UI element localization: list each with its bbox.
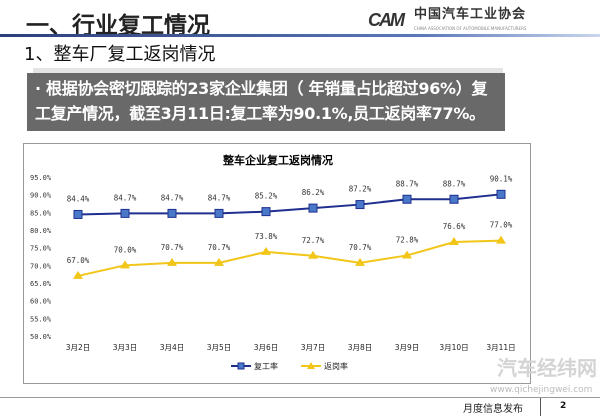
watermark-url: www.qichejingwei.com — [490, 385, 593, 395]
y-tick-label: 60.0% — [30, 298, 52, 306]
data-label: 90.1% — [490, 174, 513, 183]
y-tick-label: 75.0% — [30, 245, 52, 253]
y-tick-label: 90.0% — [30, 192, 52, 200]
y-tick-label: 70.0% — [30, 262, 52, 270]
logo-text: 中国汽车工业协会 — [414, 7, 527, 22]
data-label: 84.7% — [161, 193, 184, 202]
x-tick-label: 3月8日 — [348, 343, 373, 352]
data-point-square — [167, 208, 177, 218]
data-label: 88.7% — [396, 179, 419, 188]
x-tick-label: 3月10日 — [439, 343, 468, 352]
footer-label: 月度信息发布 — [463, 404, 523, 415]
data-point-triangle — [402, 250, 412, 259]
data-point-triangle — [496, 235, 506, 244]
data-point-square — [496, 189, 506, 199]
chart-container: 整车企业复工返岗情况 50.0% 55.0% 60.0% 65.0% 70.0% 75.0%… — [23, 143, 531, 384]
footer-separator — [540, 398, 541, 416]
y-tick-label: 85.0% — [30, 209, 52, 217]
y-tick-label: 50.0% — [30, 333, 52, 341]
y-tick-label: 55.0% — [30, 315, 52, 323]
x-tick-label: 3月6日 — [254, 343, 279, 352]
summary-box: · 根据协会密切跟踪的23家企业集团（ 年销量占比超过96%）复工复产情况，截至… — [27, 73, 505, 131]
data-label: 85.2% — [255, 192, 278, 201]
y-tick-label: 65.0% — [30, 280, 52, 288]
legend-triangle-marker — [307, 362, 315, 369]
data-point-triangle — [214, 257, 224, 266]
data-point-square — [308, 203, 318, 213]
data-point-square — [120, 208, 130, 218]
data-label: 70.0% — [114, 245, 137, 254]
data-point-triangle — [449, 237, 459, 246]
y-tick-label: 80.0% — [30, 227, 52, 235]
x-tick-label: 3月4日 — [160, 343, 185, 352]
data-label: 84.7% — [114, 193, 137, 202]
data-label: 67.0% — [67, 256, 90, 265]
data-point-square — [73, 209, 83, 219]
footer-divider — [0, 397, 600, 398]
data-label: 70.7% — [161, 243, 184, 252]
logo-subtext: CHINA ASSOCIATION OF AUTOMOBILE MANUFACT… — [414, 26, 527, 31]
data-point-triangle — [120, 260, 130, 269]
data-point-triangle — [308, 250, 318, 259]
x-tick-label: 3月2日 — [66, 343, 91, 352]
data-label: 84.4% — [67, 194, 90, 203]
data-label: 88.7% — [443, 179, 466, 188]
data-point-triangle — [355, 257, 365, 266]
data-point-triangle — [73, 270, 83, 279]
chart-title: 整车企业复工返岗情况 — [222, 153, 333, 167]
data-label: 77.0% — [490, 221, 513, 230]
data-point-triangle — [167, 257, 177, 266]
x-tick-label: 3月7日 — [301, 343, 326, 352]
series-line-0 — [77, 193, 502, 216]
x-tick-label: 3月3日 — [113, 343, 138, 352]
logo: CAM 中国汽车工业协会 CHINA ASSOCIATION OF AUTOMO… — [368, 4, 598, 34]
header-divider — [0, 34, 600, 37]
data-label: 73.8% — [255, 232, 278, 241]
series-line-1 — [77, 239, 502, 277]
data-point-square — [449, 194, 459, 204]
watermark: 汽车经纬网 — [497, 356, 597, 380]
x-tick-label: 3月9日 — [395, 343, 420, 352]
data-label: 87.2% — [349, 185, 372, 194]
data-label: 84.7% — [208, 193, 231, 202]
data-point-square — [355, 200, 365, 210]
x-tick-label: 3月11日 — [486, 343, 515, 352]
data-point-square — [214, 208, 224, 218]
data-point-square — [261, 207, 271, 217]
data-label: 86.2% — [302, 188, 325, 197]
data-label: 70.7% — [349, 243, 372, 252]
data-label: 72.7% — [302, 236, 325, 245]
page-number: 2 — [560, 401, 567, 411]
data-point-square — [402, 194, 412, 204]
x-tick-label: 3月5日 — [207, 343, 232, 352]
section-subtitle: 1、整车厂复工返岗情况 — [24, 44, 216, 65]
data-label: 76.6% — [443, 222, 466, 231]
legend-label: 复工率 — [254, 361, 278, 371]
y-tick-label: 95.0% — [30, 174, 52, 182]
logo-mark: CAM — [368, 10, 405, 30]
data-label: 70.7% — [208, 243, 231, 252]
legend-label: 返岗率 — [324, 361, 348, 371]
line-chart: 整车企业复工返岗情况 50.0% 55.0% 60.0% 65.0% 70.0% 75.0%… — [30, 153, 516, 371]
data-point-triangle — [261, 246, 271, 255]
data-label: 72.8% — [396, 235, 419, 244]
legend-square-marker — [237, 362, 245, 370]
